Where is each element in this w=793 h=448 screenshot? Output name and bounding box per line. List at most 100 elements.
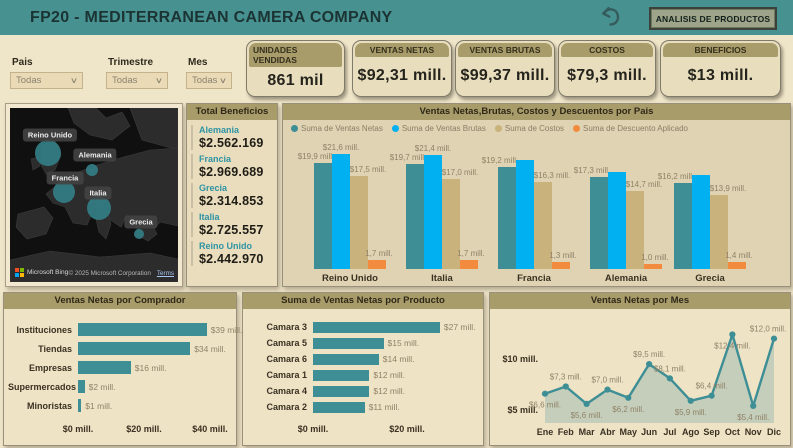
bar-suma-de-ventas-netas-grecia[interactable] [674, 182, 692, 269]
beneficios-country: Francia [199, 154, 232, 164]
category-label-italia: Italia [431, 273, 453, 284]
kpi-card-ventas-brutas: VENTAS BRUTAS $99,37 mill. [455, 40, 555, 97]
map-bubble-italia[interactable] [87, 196, 111, 220]
bar-suma-de-costos-reino-unido[interactable] [350, 175, 368, 269]
bar-suma-de-descuento-aplicado-reino-unido[interactable] [368, 260, 386, 269]
bar-data-label: 1,7 mill. [457, 249, 485, 258]
map-bubble-grecia[interactable] [134, 229, 144, 239]
map-bubble-alemania[interactable] [86, 164, 98, 176]
legend-item-suma-de-descuento-aplicado[interactable]: Suma de Descuento Aplicado [573, 124, 688, 133]
map-terms-link[interactable]: Terms [156, 270, 174, 277]
filter-label: Mes [188, 57, 208, 68]
filter-mes: Mes Todas ∨ [186, 55, 232, 89]
data-point-may[interactable] [625, 394, 632, 401]
point-data-label: $12,4 mill. [714, 342, 750, 351]
map-attribution: © 2025 Microsoft Corporation Terms [69, 270, 175, 277]
data-point-jul[interactable] [666, 375, 673, 382]
data-point-ene[interactable] [541, 390, 549, 397]
total-beneficios-panel: Total Beneficios Alemania $2.562.169 Franc… [186, 103, 278, 287]
bar-suma-de-ventas-netas-alemania[interactable] [590, 177, 608, 269]
data-point-oct[interactable] [729, 331, 736, 338]
bar-data-label: $34 mill. [194, 343, 226, 354]
category-label: Empresas [28, 362, 72, 373]
point-data-label: $6,6 mill. [529, 401, 561, 410]
kpi-value: 861 mil [267, 71, 324, 89]
category-label: Camara 3 [266, 322, 307, 332]
bar-data-label: $1 mill. [85, 400, 113, 411]
undo-arrow-icon[interactable] [597, 6, 625, 30]
analisis-de-productos-button[interactable]: ANALISIS DE PRODUCTOS [649, 7, 777, 30]
bar-suma-de-ventas-brutas-alemania[interactable] [608, 171, 626, 269]
bar-suma-de-ventas-netas-reino-unido[interactable] [314, 163, 332, 269]
x-axis-tick-dic: Dic [767, 427, 781, 437]
bar-supermercados[interactable] [78, 380, 85, 393]
data-point-jun[interactable] [646, 361, 653, 368]
microsoft-logo-icon [15, 268, 24, 277]
y-axis-tick: $10 mill. [502, 354, 538, 364]
category-label: Tiendas [38, 343, 72, 354]
bar-suma-de-ventas-brutas-grecia[interactable] [692, 175, 710, 269]
data-point-ago[interactable] [687, 397, 694, 404]
beneficios-item: Reino Unido $2.442.970 [191, 241, 273, 266]
kpi-label: VENTAS NETAS [355, 43, 449, 58]
bar-camara-3[interactable] [313, 321, 440, 333]
bar-camara-2[interactable] [313, 401, 365, 413]
bar-suma-de-ventas-brutas-reino-unido[interactable] [332, 154, 350, 269]
legend-item-suma-de-ventas-netas[interactable]: Suma de Ventas Netas [291, 124, 383, 133]
data-point-nov[interactable] [750, 402, 757, 409]
europe-map[interactable]: Reino Unido Alemania Francia Italia Grecia M… [10, 108, 178, 282]
ventas-por-comprador-panel: Ventas Netas por Comprador Instituciones… [3, 292, 242, 446]
bar-camara-4[interactable] [313, 385, 370, 397]
category-label-reino-unido: Reino Unido [322, 273, 378, 284]
legend-item-suma-de-costos[interactable]: Suma de Costos [494, 124, 564, 133]
x-axis-tick-sep: Sep [703, 427, 720, 437]
bar-suma-de-costos-grecia[interactable] [710, 195, 728, 269]
beneficios-item: Italia $2.725.557 [191, 212, 273, 237]
bar-minoristas[interactable] [78, 399, 82, 412]
bar-suma-de-costos-francia[interactable] [534, 182, 552, 269]
data-point-feb[interactable] [562, 383, 569, 390]
category-label: Minoristas [26, 400, 72, 411]
legend-item-suma-de-ventas-brutas[interactable]: Suma de Ventas Brutas [391, 124, 486, 133]
bar-suma-de-descuento-aplicado-francia[interactable] [552, 262, 570, 269]
bar-suma-de-ventas-netas-francia[interactable] [498, 166, 516, 269]
bar-data-label: $14 mill. [382, 354, 415, 364]
bar-suma-de-costos-alemania[interactable] [626, 190, 644, 269]
data-point-sep[interactable] [708, 392, 715, 399]
bar-suma-de-descuento-aplicado-alemania[interactable] [644, 263, 662, 269]
data-point-mar[interactable] [583, 400, 590, 407]
bar-camara-5[interactable] [313, 337, 384, 349]
bar-suma-de-ventas-brutas-italia[interactable] [424, 155, 442, 269]
bar-suma-de-ventas-netas-italia[interactable] [406, 164, 424, 269]
bar-data-label: $39 mill. [210, 324, 243, 335]
bar-empresas[interactable] [78, 361, 131, 374]
category-label: Instituciones [16, 324, 72, 335]
bar-suma-de-costos-italia[interactable] [442, 178, 460, 269]
bar-camara-6[interactable] [313, 353, 379, 365]
filter-dropdown-pais[interactable]: Todas ∨ [10, 72, 83, 89]
bar-suma-de-descuento-aplicado-grecia[interactable] [728, 261, 746, 269]
bar-camara-1[interactable] [313, 369, 370, 381]
bar-data-label: $19,9 mill. [297, 152, 335, 162]
map-panel: Reino Unido Alemania Francia Italia Grecia M… [5, 103, 183, 287]
bar-row-camara-5: Camara 5 $15 mill. [247, 335, 481, 351]
bar-tiendas[interactable] [78, 342, 191, 355]
point-data-label: $5,6 mill. [571, 411, 603, 420]
x-axis-tick-mar: Mar [579, 427, 596, 437]
bar-instituciones[interactable] [78, 323, 207, 336]
x-axis-tick: $40 mill. [192, 424, 228, 434]
filter-dropdown-mes[interactable]: Todas ∨ [186, 72, 232, 89]
x-axis-tick: $0 mill. [62, 424, 94, 434]
x-axis-tick: $0 mill. [297, 424, 329, 434]
beneficios-country: Grecia [199, 183, 228, 193]
bar-data-label: $16 mill. [134, 362, 167, 373]
map-bubble-francia[interactable] [53, 181, 75, 203]
data-point-abr[interactable] [604, 386, 611, 393]
map-bubble-reino-unido[interactable] [35, 140, 61, 166]
data-point-dic[interactable] [770, 335, 778, 342]
bar-suma-de-descuento-aplicado-italia[interactable] [460, 260, 478, 269]
filter-dropdown-trimestre[interactable]: Todas ∨ [106, 72, 168, 89]
bar-suma-de-ventas-brutas-francia[interactable] [516, 159, 534, 269]
bar-row-camara-6: Camara 6 $14 mill. [247, 351, 481, 367]
